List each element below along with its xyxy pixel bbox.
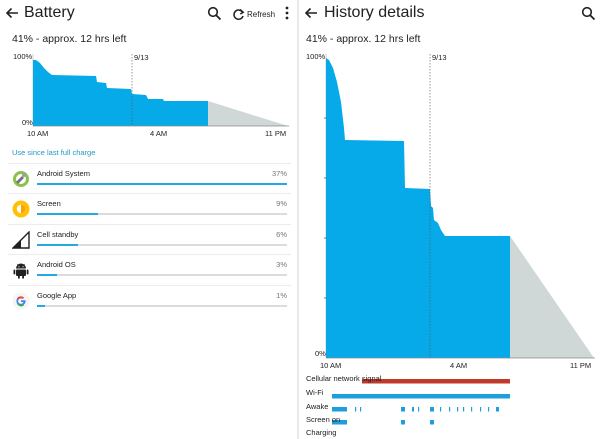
- x-tick-label-end: 11 PM: [570, 361, 591, 370]
- app-percent: 1%: [276, 291, 287, 300]
- battery-summary: 41% - approx. 12 hrs left: [306, 33, 421, 45]
- battery-summary: 41% - approx. 12 hrs left: [12, 33, 127, 45]
- app-percent: 3%: [276, 260, 287, 269]
- list-item-cell-standby[interactable]: Cell standby 6%: [8, 224, 291, 254]
- y-axis-ticks: [324, 117, 327, 299]
- usage-bar: [37, 183, 287, 185]
- back-arrow-icon[interactable]: [303, 5, 319, 21]
- back-arrow-icon[interactable]: [4, 5, 20, 21]
- history-app-bar: History details: [299, 0, 600, 28]
- page-title: Battery: [24, 4, 75, 21]
- list-item-android-os[interactable]: Android OS 3%: [8, 254, 291, 284]
- app-name: Cell standby: [37, 230, 79, 239]
- app-name: Android OS: [37, 260, 76, 269]
- page-title: History details: [324, 4, 425, 21]
- cell-signal-icon: [12, 231, 30, 249]
- signal-bars: [332, 379, 510, 425]
- refresh-button[interactable]: Refresh: [232, 6, 275, 22]
- usage-bar: [37, 244, 287, 246]
- app-percent: 6%: [276, 230, 287, 239]
- overflow-menu-icon[interactable]: [283, 5, 291, 21]
- wifi-label: Wi-Fi: [306, 388, 324, 397]
- predicted-battery-area: [510, 236, 594, 358]
- cellular-signal-bar: [362, 379, 510, 384]
- usage-bar-fill: [37, 213, 98, 215]
- x-tick-label-start: 10 AM: [27, 129, 48, 138]
- screen-on-segments: [332, 420, 434, 425]
- usage-bar-fill: [37, 183, 287, 185]
- list-item-android-system[interactable]: Android System 37%: [8, 163, 291, 193]
- y-axis-top-label: 100%: [13, 52, 33, 61]
- google-g-icon: [12, 292, 30, 310]
- app-name: Screen: [37, 199, 61, 208]
- usage-bar-fill: [37, 305, 45, 307]
- battery-screen: Battery Refresh 41% - approx. 12 hrs lef…: [0, 0, 297, 439]
- app-percent: 9%: [276, 199, 287, 208]
- search-icon[interactable]: [207, 6, 222, 21]
- x-tick-label-middle: 4 AM: [150, 129, 167, 138]
- search-icon[interactable]: [581, 6, 596, 21]
- y-axis-top-label: 100%: [306, 52, 326, 61]
- app-percent: 37%: [271, 169, 287, 178]
- android-robot-icon: [13, 263, 29, 279]
- usage-bar-fill: [37, 274, 58, 276]
- battery-level-area: [326, 58, 510, 358]
- refresh-label: Refresh: [247, 9, 276, 19]
- awake-label: Awake: [306, 402, 329, 411]
- usage-bar: [37, 305, 287, 307]
- screen-on-label: Screen on: [306, 415, 341, 424]
- x-tick-label-start: 10 AM: [320, 361, 341, 370]
- cellular-signal-label: Cellular network signal: [306, 374, 382, 383]
- battery-app-bar: Battery Refresh: [0, 0, 297, 28]
- app-name: Android System: [37, 169, 90, 178]
- list-item-screen[interactable]: Screen 9%: [8, 193, 291, 223]
- list-item-google-app[interactable]: Google App 1%: [8, 285, 291, 315]
- usage-bar-fill: [37, 244, 78, 246]
- battery-level-area: [33, 60, 208, 126]
- y-axis-bottom-label: 0%: [315, 349, 326, 358]
- usage-bar: [37, 213, 287, 215]
- wifi-bar: [332, 394, 510, 399]
- battery-history-chart[interactable]: 100% 0% 9/13 10 AM 4 AM 11 PM: [0, 48, 297, 143]
- history-details-screen: History details 41% - approx. 12 hrs lef…: [299, 0, 600, 439]
- usage-bar: [37, 274, 287, 276]
- y-axis-bottom-label: 0%: [22, 118, 33, 127]
- predicted-battery-area: [208, 101, 288, 126]
- charging-label: Charging: [306, 428, 337, 437]
- awake-segments: [332, 407, 499, 412]
- x-tick-label-end: 11 PM: [265, 129, 286, 138]
- date-marker-label: 9/13: [134, 53, 149, 62]
- refresh-icon: [233, 8, 245, 20]
- battery-history-chart-large[interactable]: 100% 0% 9/13 10 AM 4 AM 11 PM: [299, 48, 600, 373]
- screen-brightness-icon: [12, 200, 30, 218]
- android-system-icon: [13, 171, 29, 187]
- app-name: Google App: [37, 291, 77, 300]
- date-marker-label: 9/13: [432, 53, 447, 62]
- use-since-full-charge-header: Use since last full charge: [12, 148, 96, 157]
- x-tick-label-middle: 4 AM: [450, 361, 467, 370]
